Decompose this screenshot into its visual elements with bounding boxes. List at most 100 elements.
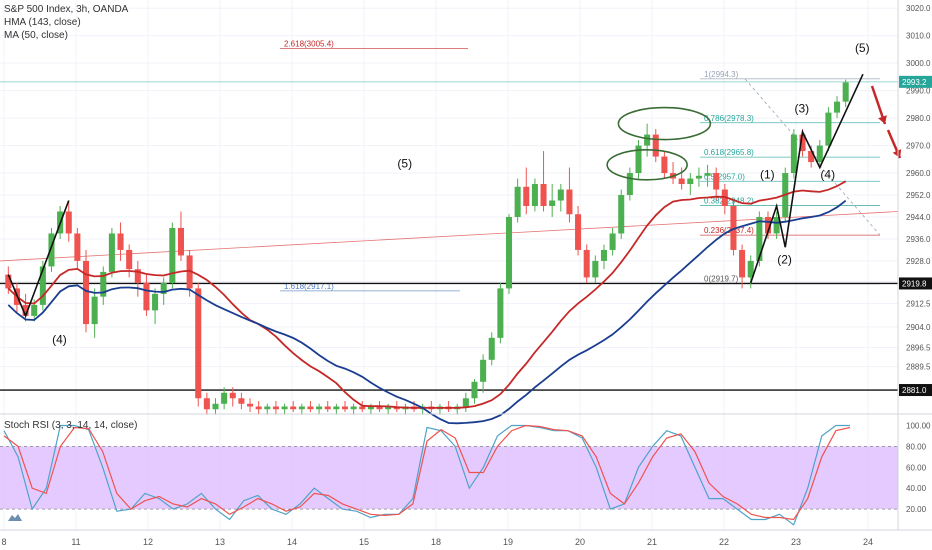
candle-body-89 xyxy=(773,216,780,234)
candle-body-26 xyxy=(229,392,236,399)
ma-line xyxy=(7,180,847,409)
fib-label-4: 0.5(2957.0) xyxy=(704,172,745,181)
tradingview-logo-icon[interactable] xyxy=(7,512,23,522)
price-grid xyxy=(0,0,898,530)
time-tick-3: 13 xyxy=(215,537,225,547)
trend-line xyxy=(0,211,899,262)
price-tick-9: 2960.0 xyxy=(906,169,931,178)
fib-label-3: 0.618(2965.8) xyxy=(704,148,754,157)
time-axis[interactable]: 81112131415181920212223242526 xyxy=(0,529,932,547)
price-tick-13: 3000.0 xyxy=(906,59,931,68)
price-tick-0: 2889.5 xyxy=(906,363,931,372)
candle-body-19 xyxy=(169,227,176,283)
candle-body-81 xyxy=(704,173,711,176)
price-tick-3: 2912.5 xyxy=(906,300,931,309)
candle-body-14 xyxy=(126,249,133,270)
candle-body-86 xyxy=(747,260,754,278)
candle-body-10 xyxy=(91,296,98,325)
hma-legend: HMA (143, close) xyxy=(4,17,81,28)
candle-body-17 xyxy=(152,293,159,311)
candle-body-74 xyxy=(644,134,651,146)
candle-body-96 xyxy=(834,101,841,113)
arrow-2-head xyxy=(892,149,902,158)
candle-body-32 xyxy=(281,406,288,410)
right-wave-line xyxy=(749,73,864,284)
candle-body-54 xyxy=(471,381,478,399)
candle-body-95 xyxy=(825,112,832,146)
price-tick-1: 2896.5 xyxy=(906,343,931,352)
candle-body-59 xyxy=(514,186,521,217)
candle-body-12 xyxy=(108,233,115,272)
fib-label-7: 0(2919.7) xyxy=(704,275,739,284)
candle-body-60 xyxy=(523,186,530,206)
rsi-tick-0: 20.00 xyxy=(906,505,927,514)
candle-body-71 xyxy=(618,195,625,234)
candle-body-87 xyxy=(756,216,763,261)
wave-label-6: (5) xyxy=(855,41,870,55)
candle-body-42 xyxy=(367,406,374,410)
time-tick-4: 14 xyxy=(287,537,297,547)
candle-body-82 xyxy=(713,173,720,190)
price-badge-2 xyxy=(899,384,932,397)
price-badge-text-1: 2919.8 xyxy=(902,279,927,288)
price-badge-text-2: 2881.0 xyxy=(902,386,927,395)
rsi-series-D xyxy=(3,424,851,521)
time-tick-8: 20 xyxy=(575,537,585,547)
candle-body-28 xyxy=(247,403,254,407)
time-tick-0: 8 xyxy=(1,537,6,547)
price-tick-12: 2990.0 xyxy=(906,87,931,96)
candle-body-84 xyxy=(730,206,737,250)
candle-body-43 xyxy=(376,406,383,410)
price-badge-0 xyxy=(899,75,932,88)
candle-body-58 xyxy=(505,216,513,289)
candle-body-4 xyxy=(39,266,46,305)
candle-body-8 xyxy=(74,233,81,261)
candle-body-21 xyxy=(186,255,193,289)
candle-body-80 xyxy=(695,175,702,179)
time-tick-6: 18 xyxy=(431,537,441,547)
wave-label-0: (5) xyxy=(397,157,412,171)
candle-body-5 xyxy=(48,233,55,267)
candle-body-53 xyxy=(462,398,469,407)
candle-body-13 xyxy=(117,233,124,250)
price-badge-1 xyxy=(899,277,932,290)
rsi-band xyxy=(0,446,898,510)
candlesticks xyxy=(5,79,849,415)
candle-body-29 xyxy=(255,406,262,410)
candle-body-88 xyxy=(764,216,772,234)
candle-body-34 xyxy=(298,406,305,410)
candle-body-79 xyxy=(687,178,694,185)
time-tick-12: 24 xyxy=(863,537,873,547)
price-tick-15: 3020.0 xyxy=(906,4,931,13)
time-tick-10: 22 xyxy=(719,537,729,547)
rsi-tick-4: 100.00 xyxy=(906,421,931,430)
arrow-1-head xyxy=(878,115,887,124)
candle-body-61 xyxy=(531,184,538,206)
fib-label-5: 0.382(2948.2) xyxy=(704,196,754,205)
candle-body-78 xyxy=(678,178,685,185)
candle-body-63 xyxy=(549,200,556,206)
candle-body-33 xyxy=(290,406,297,410)
candle-body-62 xyxy=(540,184,547,206)
price-tick-7: 2944.0 xyxy=(906,213,931,222)
stoch-rsi-pane: 20.00 40.00 60.00 80.00 100.00 xyxy=(0,421,931,526)
candle-body-91 xyxy=(790,134,797,174)
wave-label-1: (4) xyxy=(52,332,67,346)
candle-body-66 xyxy=(575,214,582,250)
stoch-rsi-legend: Stoch RSI (3, 3, 14, 14, close) xyxy=(4,420,138,431)
candle-body-30 xyxy=(264,406,271,410)
symbol-title: S&P 500 Index, 3h, OANDA xyxy=(4,4,129,15)
time-tick-1: 11 xyxy=(71,537,80,547)
candle-body-57 xyxy=(497,288,504,338)
horizontal-lines xyxy=(0,81,899,391)
candle-body-67 xyxy=(583,249,590,278)
rsi-tick-3: 80.00 xyxy=(906,442,927,451)
candle-body-55 xyxy=(480,359,487,382)
candle-body-97 xyxy=(842,82,849,102)
time-tick-2: 12 xyxy=(143,537,153,547)
candle-body-35 xyxy=(307,406,314,410)
wave-label-4: (3) xyxy=(795,102,810,116)
price-axis[interactable]: 2889.52896.52904.02912.52920.52928.02936… xyxy=(0,0,932,530)
candle-body-20 xyxy=(177,227,184,256)
